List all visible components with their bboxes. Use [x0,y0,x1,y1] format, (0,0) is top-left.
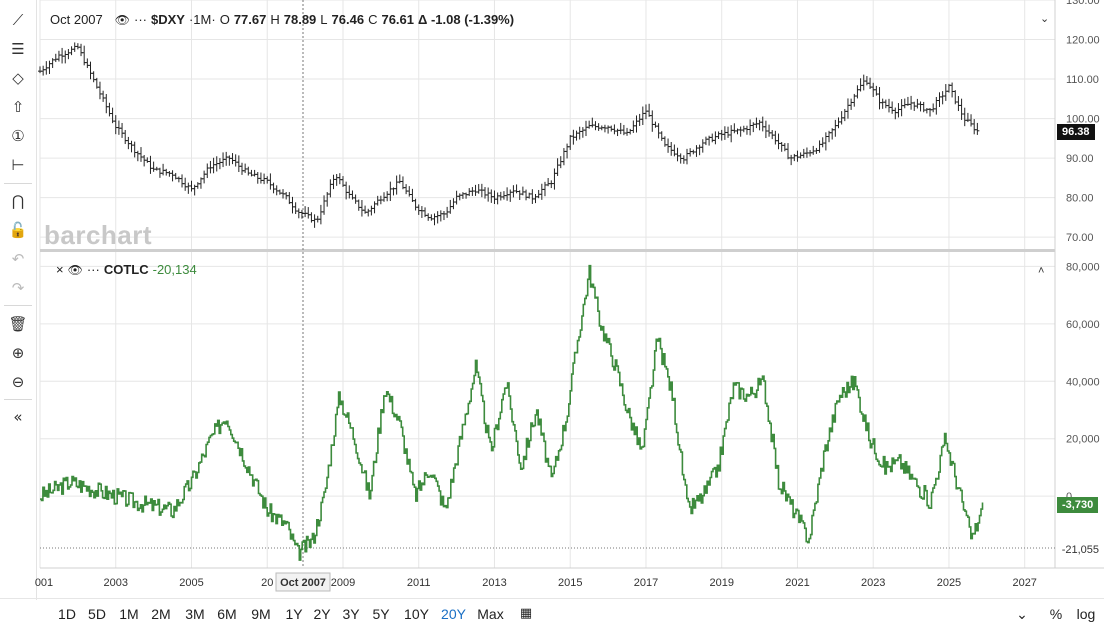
timeframe-3m[interactable]: 3M [185,606,205,622]
x-tick-label: 2027 [1012,577,1036,589]
unlock-icon[interactable]: 🔓 [8,221,28,239]
x-tick-label: 2015 [558,577,582,589]
cot-line [40,264,984,561]
y-tick-label: 60,000 [1066,319,1100,331]
y-tick-label: 120.00 [1066,35,1100,47]
percent-toggle[interactable]: % [1049,606,1063,622]
cot-min-label: -21,055 [1062,544,1099,556]
y-tick-label: 80,000 [1066,261,1100,273]
cot-series [40,264,984,561]
cot-visibility-eye-icon[interactable]: 👁 [67,262,83,277]
legend-interval: ·1M· [188,12,216,27]
x-tick-label: 20 [261,577,273,589]
annotation-tool-icon[interactable]: ① [11,127,25,145]
close-pane-icon[interactable]: × [56,262,64,277]
magnet-icon[interactable]: ⋂ [11,192,25,210]
low-label: L [320,12,328,27]
y-tick-label: 100.00 [1066,114,1100,126]
price-legend: Oct 2007 👁 ··· $DXY ·1M· O 77.67 H 78.89 L… [50,12,514,27]
measure-tool-icon[interactable]: ⊢ [11,156,25,174]
collapse-toolbar-icon[interactable]: « [13,408,23,426]
drawing-toolbar: ⟋ ☰ ◇ ⇧ ① ⊢ ⋂ 🔓 ↶ ↷ 🗑 ⊕ ⊖ « [0,0,37,600]
y-tick-label: 130.00 [1066,0,1100,7]
grid [39,0,1055,568]
undo-icon[interactable]: ↶ [11,250,25,268]
cot-tag: -3,730 [1057,497,1099,513]
legend-symbol: $DXY [151,12,185,27]
timeframe-1y[interactable]: 1Y [285,606,303,622]
open-value: 77.67 [233,12,267,27]
x-axis: 001 2003 2005 20 2009 2011 2013 2015 2017 2019 202… [35,577,1037,589]
x-tick-label: 2011 [407,577,431,589]
price-tag: 96.38 [1057,124,1095,140]
x-tick-label: 2013 [482,577,506,589]
x-tick-label: 2023 [861,577,885,589]
calendar-icon[interactable]: ▦ [519,606,533,621]
open-label: O [219,12,230,27]
fibonacci-tool-icon[interactable]: ☰ [11,40,25,58]
log-toggle[interactable]: log [1076,606,1096,622]
x-tick-label: 2009 [331,577,355,589]
close-value: 76.61 [381,12,415,27]
timeframe-9m[interactable]: 9M [251,606,271,622]
cot-options-icon[interactable]: ··· [86,262,100,277]
timeframe-5y[interactable]: 5Y [372,606,390,622]
arrow-up-tool-icon[interactable]: ⇧ [11,98,25,116]
trash-icon[interactable]: 🗑 [8,315,28,333]
legend-date: Oct 2007 [50,12,103,27]
x-tick-label: 2003 [104,577,128,589]
x-tick-label: 2021 [785,577,809,589]
redo-icon[interactable]: ↷ [11,279,25,297]
close-label: C [368,12,378,27]
x-tick-label: 2025 [937,577,961,589]
collapse-bottom-pane-icon[interactable]: ˄ [1038,265,1044,277]
price-series [38,42,980,228]
y-tick-label: 90.00 [1066,153,1094,165]
timeframe-2m[interactable]: 2M [151,606,171,622]
timeframe-6m[interactable]: 6M [217,606,237,622]
change-value: Δ -1.08 (-1.39%) [418,12,515,27]
svg-text:Oct 2007: Oct 2007 [280,577,326,589]
shapes-tool-icon[interactable]: ◇ [12,69,24,87]
timeframe-2y[interactable]: 2Y [313,606,331,622]
watermark: barchart [44,220,153,250]
x-tick-label: 001 [35,577,53,589]
timeframe-10y[interactable]: 10Y [404,606,429,622]
timeframe-20y[interactable]: 20Y [441,606,466,622]
zoom-out-icon[interactable]: ⊖ [11,373,25,391]
timeframe-5d[interactable]: 5D [88,606,106,622]
chevron-down-icon[interactable]: ⌄ [1016,606,1028,622]
y-tick-label: 110.00 [1066,74,1099,86]
x-tick-label: 2019 [709,577,733,589]
high-label: H [270,12,280,27]
collapse-top-pane-icon[interactable]: ⌄ [1040,13,1049,25]
low-value: 76.46 [331,12,365,27]
timeframe-1d[interactable]: 1D [58,606,76,622]
visibility-eye-icon[interactable]: 👁 [114,12,130,27]
trendline-tool-icon[interactable]: ⟋ [12,11,24,29]
pane-divider[interactable] [40,249,1055,252]
timeframe-3y[interactable]: 3Y [342,606,360,622]
chart-canvas[interactable]: 130.00120.00110.00100.0090.0080.0070.00 … [0,0,1104,598]
high-value: 78.89 [283,12,317,27]
timeframe-max[interactable]: Max [477,606,504,622]
y-tick-label: 70.00 [1066,232,1094,244]
timeframe-1m[interactable]: 1M [119,606,139,622]
cot-symbol: COTLC [103,262,149,277]
cot-legend: × 👁 ··· COTLC -20,134 [56,262,197,277]
y-tick-label: 80.00 [1066,193,1094,205]
x-tick-label: 2005 [179,577,203,589]
timeframe-bar: 1D 5D 1M 2M 3M 6M 9M 1Y 2Y 3Y 5Y 10Y 20Y Max ▦ ⌄ % lo… [0,598,1104,635]
cot-value: -20,134 [152,262,197,277]
x-tick-label: 2017 [634,577,658,589]
y-axis-top: 130.00 120.00 110.00 100.00 90.00 80.00 70.00 [1066,0,1100,244]
legend-options-icon[interactable]: ··· [134,12,147,27]
crosshair-date-label: Oct 2007 [275,572,331,592]
zoom-in-icon[interactable]: ⊕ [11,344,25,362]
y-tick-label: 20,000 [1066,434,1100,446]
y-tick-label: 40,000 [1066,376,1100,388]
